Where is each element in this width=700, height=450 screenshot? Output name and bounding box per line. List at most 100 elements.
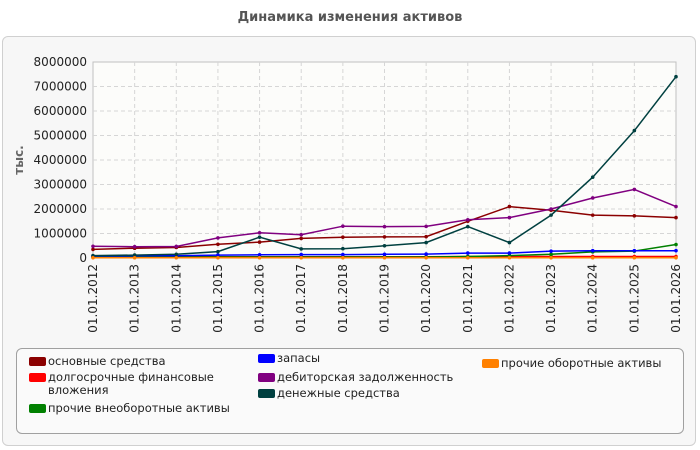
data-point [590, 255, 595, 260]
data-point [424, 252, 428, 256]
x-tick-label: 01.01.2017 [294, 264, 308, 333]
data-point [299, 236, 304, 241]
data-point [257, 255, 262, 260]
y-tick-label: 8000000 [34, 55, 87, 69]
y-tick-label: 3000000 [34, 178, 87, 192]
y-tick-label: 6000000 [34, 104, 87, 118]
legend-label: дебиторская задолженность [277, 370, 454, 384]
legend-label: прочие оборотные активы [501, 356, 662, 370]
data-point [590, 248, 595, 253]
legend: основные средства долгосрочные финансовы… [16, 348, 684, 434]
data-point [299, 255, 304, 260]
y-tick-label: 5000000 [34, 129, 87, 143]
data-point [341, 246, 345, 251]
legend-label: денежные средства [277, 386, 400, 400]
legend-swatch [258, 389, 275, 398]
data-point [174, 244, 179, 249]
data-point [174, 252, 179, 257]
data-point [132, 255, 137, 260]
x-tick-label: 01.01.2023 [544, 264, 558, 333]
data-point [632, 248, 637, 253]
data-point [299, 252, 304, 257]
data-point [674, 248, 678, 253]
data-point [382, 224, 387, 229]
y-axis-label: тыс. [12, 145, 26, 174]
data-point [216, 255, 220, 260]
data-point [632, 187, 637, 192]
data-point [382, 235, 387, 239]
data-point [465, 217, 470, 222]
data-point [674, 74, 678, 79]
data-point [341, 224, 345, 228]
data-point [216, 242, 220, 247]
data-point [257, 253, 262, 257]
data-point [632, 214, 637, 218]
data-point [632, 128, 637, 133]
data-point [465, 224, 470, 229]
data-point [216, 253, 220, 257]
data-point [424, 224, 428, 229]
data-point [174, 255, 179, 260]
x-tick-label: 01.01.2024 [586, 264, 600, 333]
y-tick-label: 4000000 [34, 153, 87, 167]
data-point [549, 252, 553, 257]
y-tick-label: 0 [79, 251, 87, 265]
data-point [590, 175, 595, 179]
data-point [341, 235, 345, 239]
data-point [674, 242, 678, 247]
x-tick-label: 01.01.2021 [461, 264, 475, 333]
data-point [465, 255, 470, 260]
y-axis-ticks: 0 1000000 2000000 3000000 4000000 5000000 6000… [34, 55, 87, 265]
y-tick-label: 7000000 [34, 80, 87, 94]
x-tick-label: 01.01.2022 [502, 264, 516, 333]
x-tick-label: 01.01.2014 [169, 264, 183, 333]
data-point [91, 255, 95, 260]
legend-swatch [258, 373, 275, 382]
x-tick-label: 01.01.2016 [253, 264, 267, 333]
data-point [424, 240, 428, 245]
legend-label: основные средства [48, 354, 166, 368]
data-point [507, 251, 512, 255]
legend-label: прочие внеоборотные активы [48, 401, 230, 415]
x-axis-ticks: 01.01.2012 01.01.2013 01.01.2014 01.01.2015… [86, 264, 683, 333]
y-tick-label: 1000000 [34, 227, 87, 241]
data-point [507, 204, 512, 209]
data-point [341, 255, 345, 260]
data-point [674, 215, 678, 220]
data-point [465, 251, 470, 255]
x-tick-label: 01.01.2026 [669, 264, 683, 333]
legend-swatch [29, 404, 46, 413]
data-point [590, 196, 595, 200]
series-lines [91, 74, 678, 260]
data-point [382, 243, 387, 248]
data-point [257, 240, 262, 244]
data-point [507, 240, 512, 245]
legend-label: запасы [277, 351, 321, 365]
legend-swatch [482, 359, 499, 368]
data-point [549, 255, 553, 260]
x-tick-label: 01.01.2012 [86, 264, 100, 333]
data-point [132, 244, 137, 249]
x-tick-label: 01.01.2015 [211, 264, 225, 333]
data-point [382, 255, 387, 260]
data-point [549, 213, 553, 217]
x-tick-label: 01.01.2019 [378, 264, 392, 333]
data-point [590, 213, 595, 217]
y-tick-label: 2000000 [34, 202, 87, 216]
data-point [299, 232, 304, 237]
data-point [424, 255, 428, 260]
data-point [549, 249, 553, 253]
legend-swatch [258, 354, 275, 363]
chart-title: Динамика изменения активов [237, 10, 463, 25]
data-point [507, 255, 512, 260]
data-point [132, 253, 137, 257]
data-point [257, 235, 262, 239]
x-tick-label: 01.01.2013 [128, 264, 142, 333]
legend-swatch [29, 357, 46, 366]
x-tick-label: 01.01.2018 [336, 264, 350, 333]
data-point [424, 234, 428, 239]
data-point [382, 252, 387, 257]
data-point [674, 204, 678, 209]
data-point [549, 207, 553, 211]
